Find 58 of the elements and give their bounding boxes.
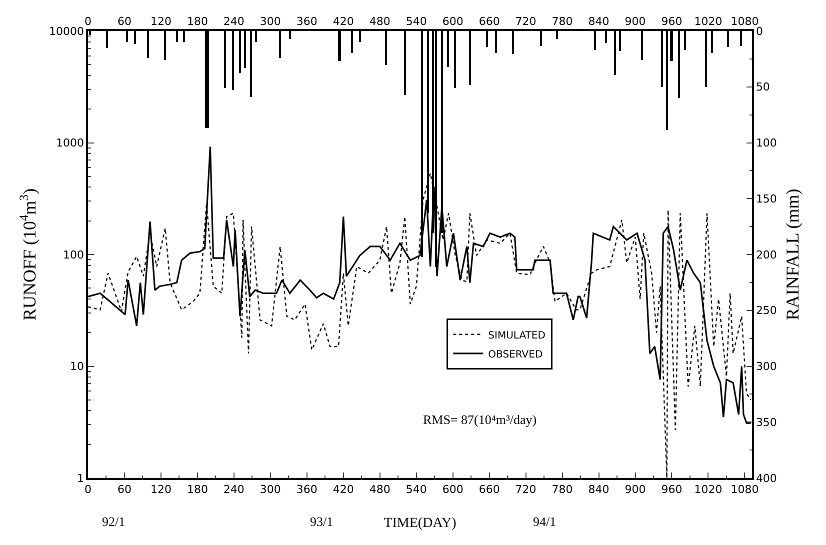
x2-tick-label: 840 <box>588 482 610 496</box>
x2-tick-label: 300 <box>260 482 281 496</box>
x-tick-label: 600 <box>442 14 464 28</box>
x-tick-label: 480 <box>369 14 390 28</box>
x2-tick-label: 780 <box>552 482 573 496</box>
x-tick-label: 540 <box>406 14 427 28</box>
x-tick-label: 60 <box>117 14 132 28</box>
x2-tick-label: 240 <box>223 482 244 496</box>
x2-tick-label: 600 <box>442 482 464 496</box>
y-tick-label: 10000 <box>49 24 84 38</box>
y2-tick-label: 100 <box>756 136 777 150</box>
y2-axis-title: RAINFALL (mm) <box>782 188 803 320</box>
x-tick-label: 120 <box>150 14 172 28</box>
x2-tick-label: 360 <box>296 482 318 496</box>
x2-tick-label: 60 <box>117 482 132 496</box>
x-tick-label: 300 <box>260 14 281 28</box>
y2-tick-label: 50 <box>756 80 770 94</box>
x-tick-label: 360 <box>296 14 318 28</box>
text: 93/1 <box>310 514 334 529</box>
legend-label: OBSERVED <box>488 349 543 360</box>
x-tick-label: 660 <box>478 14 500 28</box>
x-axis-title: TIME(DAY) <box>384 516 457 531</box>
x-tick-label: 0 <box>84 14 92 28</box>
y-tick-label: 10 <box>70 360 84 374</box>
y2-tick-label: 350 <box>756 416 777 429</box>
y2-tick-label: 400 <box>756 472 777 485</box>
x-tick-label: 240 <box>223 14 244 28</box>
y-tick-label: 100 <box>63 248 84 262</box>
y2-tick-label: 300 <box>756 360 777 374</box>
y2-tick-label: 200 <box>756 248 777 262</box>
x-tick-label: 780 <box>552 14 573 28</box>
text: 94/1 <box>533 514 556 529</box>
x2-tick-label: 660 <box>478 482 500 496</box>
x2-tick-label: 480 <box>369 482 390 496</box>
x2-tick-label: 1080 <box>730 482 759 496</box>
x2-tick-label: 720 <box>515 482 536 496</box>
y2-tick-label: 250 <box>756 304 777 318</box>
x2-tick-label: 960 <box>661 482 682 496</box>
x2-tick-label: 540 <box>406 482 427 496</box>
annotation: RMS= 87(10⁴m³/day) <box>423 412 537 427</box>
x-tick-label: 1020 <box>694 14 722 28</box>
x-tick-label: 840 <box>588 14 610 28</box>
x-tick-label: 960 <box>661 14 682 28</box>
x2-tick-label: 0 <box>84 482 92 496</box>
text: 92/1 <box>102 514 126 529</box>
x2-tick-label: 420 <box>332 482 354 496</box>
legend-label: SIMULATED <box>488 330 546 342</box>
x-tick-label: 180 <box>186 14 208 28</box>
x2-tick-label: 180 <box>186 482 208 496</box>
y2-tick-label: 150 <box>756 192 777 206</box>
y-tick-label: 1000 <box>56 136 84 150</box>
x-tick-label: 420 <box>332 14 354 28</box>
x2-tick-label: 1020 <box>694 482 722 496</box>
x-tick-label: 900 <box>624 14 646 28</box>
x2-tick-label: 120 <box>150 482 172 496</box>
x-tick-label: 720 <box>515 14 536 28</box>
x2-tick-label: 900 <box>624 482 646 496</box>
y-tick-label: 1 <box>77 472 84 485</box>
